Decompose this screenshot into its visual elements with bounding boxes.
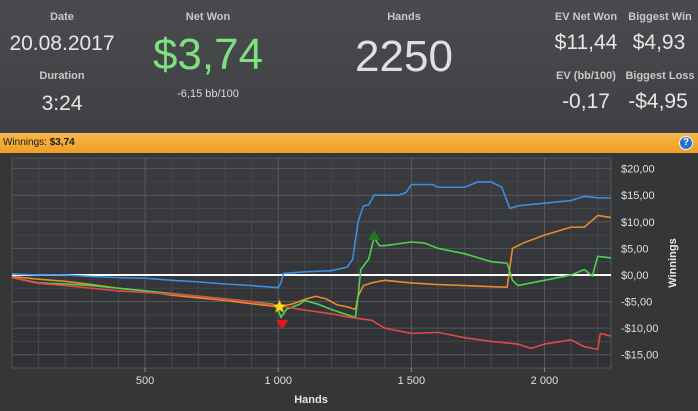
series-line-0	[11, 181, 611, 289]
x-tick-label: 500	[136, 375, 154, 387]
x-tick-label: 2 000	[531, 375, 559, 387]
hands-label: Hands	[387, 11, 421, 23]
help-icon[interactable]: ?	[679, 136, 693, 150]
winnings-chart: $20,00 $15,00 $10,00 $5,00 $0,00 -$5,00 -$10,0…	[11, 157, 679, 406]
x-tick-labels: 500 1 000 1 500 2 000	[136, 368, 558, 387]
date-label: Date	[50, 11, 74, 23]
stats-panel: Date 20.08.2017 Duration 3:24 Net Won $3…	[0, 0, 698, 133]
plot-area	[11, 157, 612, 369]
ev-net-won-value: $11,44	[554, 31, 618, 54]
y-tick-label: -$10,00	[621, 323, 658, 335]
y-tick-label: -$15,00	[621, 350, 658, 362]
winnings-value: $3,74	[49, 137, 75, 148]
y-tick-label: $15,00	[621, 190, 655, 202]
duration-label: Duration	[39, 70, 85, 82]
y-tick-label: $20,00	[621, 164, 655, 176]
date-value: 20.08.2017	[9, 32, 115, 55]
y-tick-label: $10,00	[621, 217, 655, 229]
ev-bb100-value: -0,17	[562, 90, 610, 113]
winnings-summary: Winnings: $3,74	[3, 133, 75, 153]
winnings-label: Winnings:	[3, 137, 47, 148]
ev-net-won-label: EV Net Won	[554, 11, 618, 23]
down-triangle-marker	[276, 319, 289, 330]
biggest-win-label: Biggest Win	[628, 11, 692, 23]
series-line-3	[11, 276, 612, 351]
up-triangle-marker	[368, 230, 381, 241]
y-tick-labels: $20,00 $15,00 $10,00 $5,00 $0,00 -$5,00 -$10,0…	[621, 164, 658, 362]
duration-value: 3:24	[41, 92, 83, 115]
net-won-value: $3,74	[152, 30, 264, 79]
x-tick-label: 1 500	[398, 375, 426, 387]
y-tick-label: $0,00	[621, 270, 649, 282]
ev-bb100-label: EV (bb/100)	[556, 70, 616, 82]
x-axis-label: Hands	[294, 394, 328, 406]
y-tick-label: $5,00	[621, 243, 649, 255]
y-tick-label: -$5,00	[621, 297, 652, 309]
net-won-label: Net Won	[185, 11, 231, 23]
hands-value: 2250	[355, 32, 453, 81]
net-won-bb100: -6,15 bb/100	[177, 88, 239, 100]
markers	[272, 230, 381, 330]
biggest-loss-label: Biggest Loss	[625, 70, 695, 82]
star-marker	[272, 299, 287, 314]
x-tick-label: 1 000	[264, 375, 292, 387]
y-axis-label: Winnings	[667, 238, 679, 287]
series-lines	[11, 181, 612, 351]
biggest-win-value: $4,93	[632, 31, 686, 54]
winnings-bar: Winnings: $3,74 ?	[0, 133, 698, 153]
biggest-loss-value: -$4,95	[628, 90, 688, 113]
